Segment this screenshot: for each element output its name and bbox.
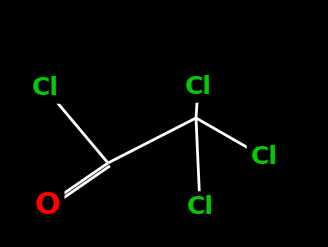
Text: O: O — [34, 190, 60, 220]
Text: Cl: Cl — [251, 145, 277, 169]
Text: Cl: Cl — [187, 195, 214, 219]
Text: Cl: Cl — [31, 76, 58, 100]
Text: Cl: Cl — [184, 75, 212, 99]
